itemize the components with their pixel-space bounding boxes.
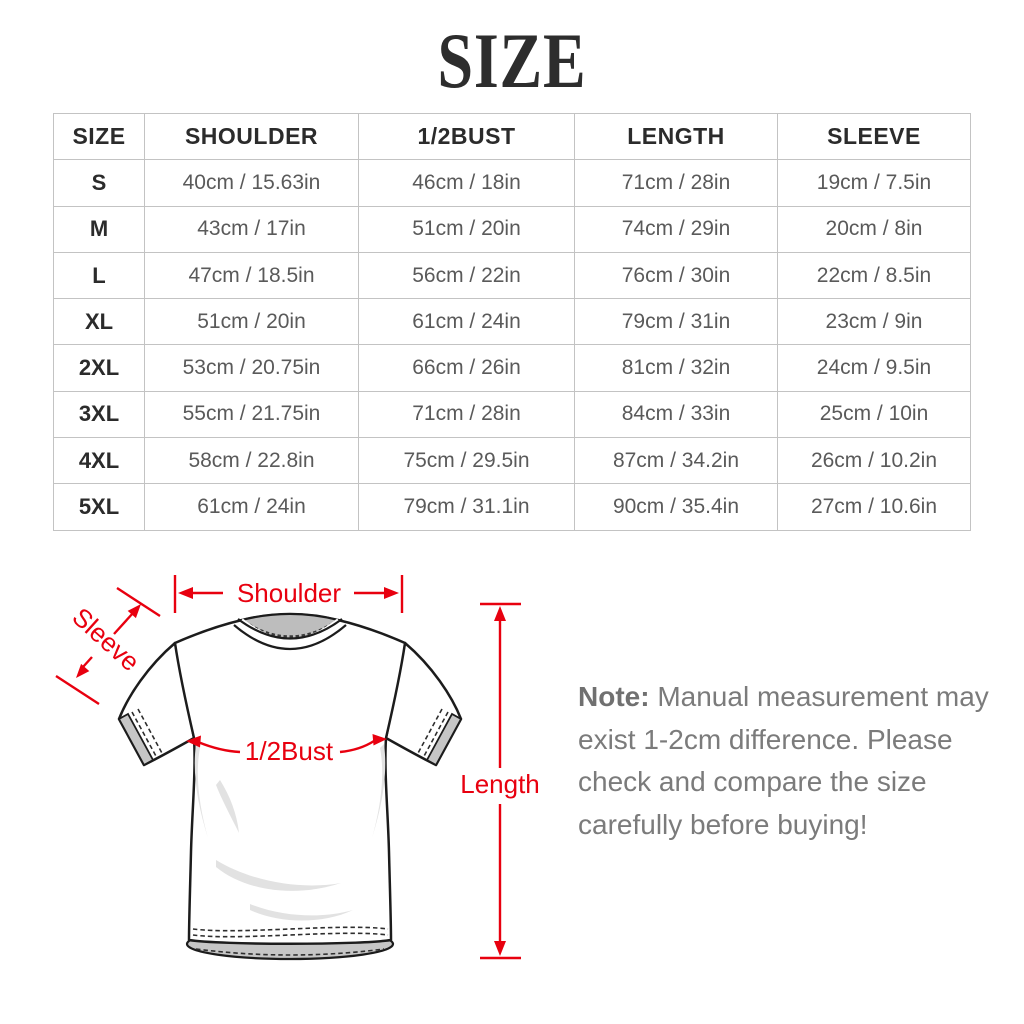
shirt-body (173, 612, 407, 945)
collar-band-bottom-edge (233, 624, 347, 651)
note-line: carefully before buying! (578, 808, 868, 840)
size-cell: 3XL (53, 390, 145, 439)
size-cell: 4XL (53, 437, 145, 485)
shirt-right-cuff (425, 712, 463, 767)
measurement-cell: 22cm / 8.5in (777, 251, 971, 300)
hem-stitch-lower (195, 948, 385, 956)
measurement-cell: 74cm / 29in (574, 205, 778, 253)
measurement-cell: 53cm / 20.75in (144, 344, 359, 392)
wrinkle (216, 780, 239, 833)
table-row: M 43cm / 17in 51cm / 20in 74cm / 29in 20cm /… (53, 205, 971, 253)
measurement-cell: 79cm / 31.1in (358, 483, 575, 531)
measurement-cell: 87cm / 34.2in (574, 437, 778, 485)
measurement-cell: 71cm / 28in (358, 390, 575, 439)
column-header: 1/2BUST (358, 112, 575, 161)
measurement-cell: 24cm / 9.5in (777, 344, 971, 392)
shirt-left-cuff (117, 712, 155, 767)
note-label: Note: (578, 681, 650, 712)
measurement-cell: 27cm / 10.6in (777, 483, 971, 531)
wrinkle (372, 744, 386, 838)
size-cell: 5XL (53, 483, 145, 531)
table-row: 5XL 61cm / 24in 79cm / 31.1in 90cm / 35.4in… (53, 483, 971, 531)
shoulder-label: Shoulder (237, 578, 341, 608)
measurement-cell: 40cm / 15.63in (144, 159, 359, 207)
measurement-cell: 90cm / 35.4in (574, 483, 778, 531)
table-row: 2XL 53cm / 20.75in 66cm / 26in 81cm / 32in 2… (53, 344, 971, 392)
table-row: 3XL 55cm / 21.75in 71cm / 28in 84cm / 33in 2… (53, 390, 971, 439)
size-cell: 2XL (53, 344, 145, 392)
table-row: L 47cm / 18.5in 56cm / 22in 76cm / 30in 22cm… (53, 251, 971, 300)
page-title: SIZE (437, 17, 587, 104)
size-cell: S (53, 159, 145, 207)
size-table: SIZE SHOULDER 1/2BUST LENGTH SLEEVE S 40cm / … (53, 112, 971, 531)
wrinkle (216, 860, 341, 891)
measurement-cell: 76cm / 30in (574, 251, 778, 300)
measurement-cell: 75cm / 29.5in (358, 437, 575, 485)
length-label: Length (460, 769, 540, 799)
measurement-cell: 43cm / 17in (144, 205, 359, 253)
note-line: Manual measurement may (657, 681, 989, 712)
measurement-cell: 66cm / 26in (358, 344, 575, 392)
right-cuff-stitch (416, 708, 449, 759)
note-text: Note: Manual measurement may exist 1-2cm… (578, 676, 1010, 846)
measurement-cell: 20cm / 8in (777, 205, 971, 253)
bust-measure: 1/2Bust (186, 734, 387, 766)
hem-stitch-upper (192, 926, 389, 938)
column-header: SLEEVE (777, 112, 971, 161)
measurement-cell: 58cm / 22.8in (144, 437, 359, 485)
measurement-cell: 55cm / 21.75in (144, 390, 359, 439)
table-row: S 40cm / 15.63in 46cm / 18in 71cm / 28in 19c… (53, 159, 971, 207)
measurement-cell: 19cm / 7.5in (777, 159, 971, 207)
left-cuff-stitch (131, 708, 164, 759)
column-header: LENGTH (574, 112, 778, 161)
measurement-cell: 81cm / 32in (574, 344, 778, 392)
collar-band-top-edge (237, 618, 343, 640)
shoulder-measure: Shoulder (173, 575, 404, 613)
measurement-cell: 79cm / 31in (574, 298, 778, 346)
bust-label: 1/2Bust (245, 736, 334, 766)
size-table-body: S 40cm / 15.63in 46cm / 18in 71cm / 28in 19c… (53, 159, 971, 531)
wrinkle (194, 744, 208, 838)
measurement-cell: 61cm / 24in (358, 298, 575, 346)
tshirt-measurement-diagram: Shoulder Sleeve 1/2Bust Length (55, 575, 540, 961)
note-line: check and compare the size (578, 766, 927, 797)
measurement-cell: 56cm / 22in (358, 251, 575, 300)
table-row: XL 51cm / 20in 61cm / 24in 79cm / 31in 23cm … (53, 298, 971, 346)
note-line: exist 1-2cm difference. Please (578, 723, 953, 755)
wrinkle (250, 904, 353, 921)
length-measure: Length (460, 602, 540, 960)
measurement-cell: 71cm / 28in (574, 159, 778, 207)
column-header: SHOULDER (144, 112, 359, 161)
size-table-header-row: SIZE SHOULDER 1/2BUST LENGTH SLEEVE (53, 112, 971, 161)
size-cell: XL (53, 298, 145, 346)
size-cell: L (53, 251, 145, 300)
measurement-cell: 84cm / 33in (574, 390, 778, 439)
column-header: SIZE (53, 112, 145, 161)
measurement-cell: 46cm / 18in (358, 159, 575, 207)
measurement-cell: 47cm / 18.5in (144, 251, 359, 300)
measurement-cell: 23cm / 9in (777, 298, 971, 346)
table-row: 4XL 58cm / 22.8in 75cm / 29.5in 87cm / 34.2… (53, 437, 971, 485)
size-cell: M (53, 205, 145, 253)
measurement-cell: 61cm / 24in (144, 483, 359, 531)
measurement-cell: 51cm / 20in (144, 298, 359, 346)
measurement-cell: 26cm / 10.2in (777, 437, 971, 485)
collar-band-fill (237, 618, 343, 647)
measurement-cell: 51cm / 20in (358, 205, 575, 253)
measurement-cell: 25cm / 10in (777, 390, 971, 439)
